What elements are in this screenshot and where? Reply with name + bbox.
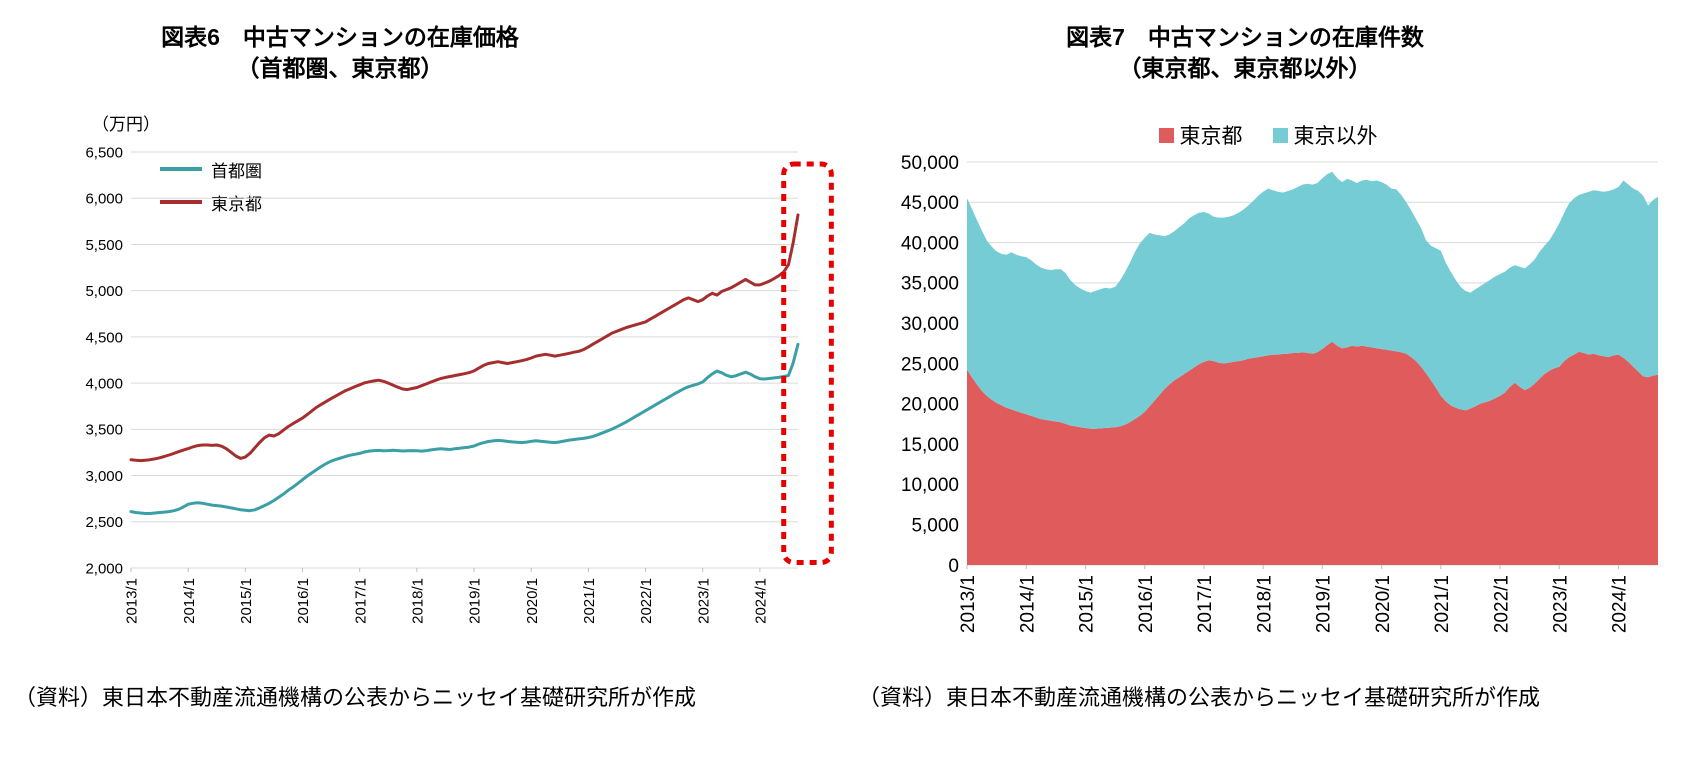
left-legend-item-tokyo: 東京都 [160,193,262,214]
x-tick-label: 2017/1 [352,578,369,624]
highlight-dashed-box [781,161,834,565]
x-tick-label: 2022/1 [1491,575,1512,633]
x-tick-label: 2019/1 [1314,575,1335,633]
y-tick-label: 10,000 [901,475,959,496]
x-tick-label: 2013/1 [124,578,141,624]
left-source-note: （資料）東日本不動産流通機構の公表からニッセイ基礎研究所が作成 [14,685,697,710]
y-tick-label: 4,500 [85,329,123,346]
right-source-note: （資料）東日本不動産流通機構の公表からニッセイ基礎研究所が作成 [858,685,1541,710]
y-tick-label: 0 [948,556,959,577]
tokyo-igai-legend-label: 東京以外 [1293,125,1378,148]
series-area-東京以外 [967,171,1658,429]
y-tick-label: 30,000 [901,314,959,335]
y-tick-label: 25,000 [901,354,959,375]
right-chart-title: 図表7 中古マンションの在庫件数 （東京都、東京都以外） [945,22,1545,84]
series-line-東京都 [129,213,800,463]
right-legend: 東京都 東京以外 [845,120,1691,150]
x-tick-label: 2018/1 [410,578,427,624]
tokyo-line-swatch [160,200,202,204]
right-legend-item-tokyo: 東京都 [1158,120,1243,150]
y-tick-label: 6,500 [85,144,123,161]
shutoken-line-swatch [160,167,202,171]
y-tick-label: 6,000 [85,191,123,208]
y-tick-label: 4,000 [85,376,123,393]
y-tick-label: 5,000 [85,283,123,300]
tokyo-igai-area-swatch [1272,127,1288,143]
x-tick-label: 2016/1 [295,578,312,624]
x-tick-label: 2018/1 [1254,575,1275,633]
y-tick-label: 3,500 [85,422,123,439]
inventory-area-chart: 0 5,000 10,000 15,000 20,000 25,000 30,000 35,0… [901,153,1658,633]
price-line-chart: 2,000 2,500 3,000 3,500 4,000 4,500 5,000 5,500… [85,144,834,624]
y-tick-label: 45,000 [901,193,959,214]
x-tick-label: 2015/1 [238,578,255,624]
y-tick-label: 35,000 [901,274,959,295]
x-tick-label: 2013/1 [958,575,979,633]
y-tick-label: 40,000 [901,233,959,254]
y-tick-label: 20,000 [901,395,959,416]
x-tick-label: 2021/1 [581,578,598,624]
series-area-東京都 [967,341,1658,565]
y-tick-label: 5,000 [911,516,959,537]
x-tick-label: 2022/1 [638,578,655,624]
x-tick-label: 2017/1 [1195,575,1216,633]
left-chart-title-line2: （首都圏、東京都） [236,55,444,81]
x-tick-label: 2024/1 [1610,575,1631,633]
y-tick-label: 5,500 [85,237,123,254]
left-chart-title: 図表6 中古マンションの在庫価格 （首都圏、東京都） [60,22,620,84]
y-tick-label: 2,500 [85,514,123,531]
x-tick-label: 2015/1 [1077,575,1098,633]
tokyo-area-swatch [1158,127,1174,143]
x-tick-label: 2023/1 [1551,575,1572,633]
right-legend-item-tokyo-igai: 東京以外 [1272,120,1378,150]
x-tick-label: 2020/1 [524,578,541,624]
left-legend-item-shutoken: 首都圏 [160,160,262,181]
tokyo-area-legend-label: 東京都 [1179,125,1243,148]
right-chart-title-line2: （東京都、東京都以外） [1118,55,1372,81]
series-line-首都圏 [129,342,800,515]
tokyo-legend-label: 東京都 [211,194,262,214]
shutoken-legend-label: 首都圏 [211,161,262,181]
left-chart-unit-label: （万円） [92,115,160,134]
x-tick-label: 2021/1 [1432,575,1453,633]
x-tick-label: 2020/1 [1373,575,1394,633]
left-chart-title-line1: 図表6 中古マンションの在庫価格 [161,24,519,50]
x-tick-label: 2023/1 [695,578,712,624]
y-tick-label: 2,000 [85,560,123,577]
y-tick-label: 50,000 [901,153,959,174]
y-tick-label: 3,000 [85,468,123,485]
y-tick-label: 15,000 [901,435,959,456]
x-tick-label: 2024/1 [753,578,770,624]
x-tick-label: 2014/1 [1017,575,1038,633]
x-tick-label: 2014/1 [181,578,198,624]
x-tick-label: 2019/1 [467,578,484,624]
right-chart-title-line1: 図表7 中古マンションの在庫件数 [1066,24,1424,50]
x-tick-label: 2016/1 [1136,575,1157,633]
